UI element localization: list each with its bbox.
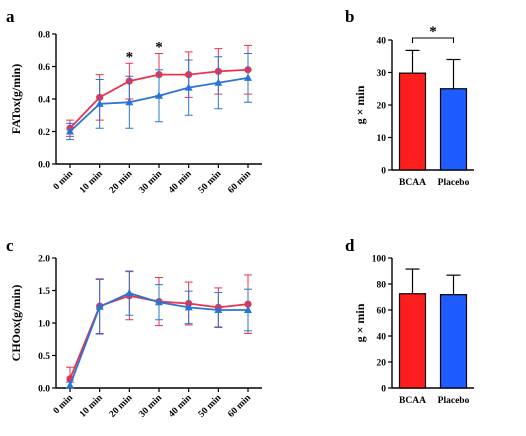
- panel-a: 0.0 0.2 0.4 0.6 0.8 a FATox(g/min) 0 min 10 min 2…: [6, 7, 262, 196]
- x-tick-label: Placebo: [438, 396, 470, 406]
- y-axis-label: g × min: [353, 303, 367, 342]
- y-tick-label: 0.2: [38, 128, 50, 138]
- bar: [398, 293, 427, 389]
- data-point: [66, 381, 74, 389]
- x-tick-label: 60 min: [226, 169, 253, 196]
- panel-letter: a: [6, 7, 15, 26]
- panel-d: 0 20 40 60 80 100 d g × min BCAA Placebo: [345, 236, 474, 406]
- significance-star: *: [429, 24, 437, 40]
- data-point: [214, 78, 223, 86]
- data-point: [214, 305, 223, 313]
- y-tick-label: 0.0: [38, 385, 50, 395]
- y-axis-label: FATox(g/min): [9, 64, 23, 134]
- data-point: [95, 99, 104, 107]
- x-tick-label: 60 min: [226, 393, 253, 420]
- significance-star: *: [155, 40, 163, 56]
- x-tick-label: BCAA: [399, 178, 426, 188]
- data-point: [95, 302, 104, 310]
- x-tick-label: 10 min: [78, 393, 105, 420]
- y-tick-label: 1.0: [38, 320, 50, 330]
- data-point: [125, 98, 134, 106]
- x-tick-label: Placebo: [438, 178, 470, 188]
- y-tick-label: 2.0: [38, 255, 50, 265]
- y-tick-label: 40: [377, 333, 387, 343]
- x-tick-label: 50 min: [197, 393, 224, 420]
- y-tick-label: 20: [377, 102, 387, 112]
- x-tick-label: 40 min: [167, 393, 194, 420]
- y-tick-label: 80: [377, 281, 387, 291]
- bar: [439, 294, 468, 389]
- x-tick-label: 30 min: [137, 393, 164, 420]
- panel-letter: b: [345, 7, 354, 26]
- y-tick-label: 10: [377, 134, 387, 144]
- y-tick-label: 0.6: [38, 63, 50, 73]
- panel-letter: c: [6, 236, 14, 255]
- y-tick-label: 0.4: [38, 96, 50, 106]
- bar: [439, 88, 468, 171]
- panel-b: 0 10 20 30 40 b g × min BCAA Placebo *: [345, 7, 474, 188]
- y-tick-label: 0: [381, 167, 386, 177]
- significance-star: *: [126, 49, 134, 65]
- data-point: [184, 83, 193, 91]
- x-tick-label: 20 min: [108, 393, 135, 420]
- y-tick-label: 40: [377, 37, 387, 47]
- data-point: [184, 303, 193, 311]
- y-tick-label: 0.5: [38, 352, 50, 362]
- panel-c: 0.0 0.5 1.0 1.5 2.0 c CHOox(g/min) 0 min 10 min 2…: [6, 236, 262, 420]
- y-tick-label: 60: [377, 307, 387, 317]
- y-tick-label: 0.0: [38, 161, 50, 171]
- panel-letter: d: [345, 236, 355, 255]
- x-tick-label: 0 min: [52, 169, 76, 193]
- bar: [398, 72, 427, 171]
- y-tick-label: 0.8: [38, 31, 50, 41]
- y-tick-label: 100: [372, 255, 387, 265]
- x-tick-label: BCAA: [399, 396, 426, 406]
- y-tick-label: 30: [377, 69, 387, 79]
- x-tick-label: 30 min: [137, 169, 164, 196]
- x-tick-label: 10 min: [78, 169, 105, 196]
- x-tick-label: 50 min: [197, 169, 224, 196]
- x-tick-label: 0 min: [52, 393, 76, 417]
- x-tick-label: 20 min: [108, 169, 135, 196]
- y-axis-label: g × min: [353, 85, 367, 124]
- data-point: [125, 288, 134, 297]
- y-tick-label: 1.5: [38, 287, 50, 297]
- y-axis-label: CHOox(g/min): [9, 285, 23, 362]
- y-tick-label: 20: [377, 359, 387, 369]
- data-point: [244, 73, 252, 81]
- data-point: [155, 298, 163, 306]
- data-point: [155, 91, 163, 99]
- data-point: [66, 127, 74, 135]
- data-point: [244, 305, 252, 313]
- y-tick-label: 0: [381, 385, 386, 395]
- x-tick-label: 40 min: [167, 169, 194, 196]
- significance-bracket: [411, 37, 455, 43]
